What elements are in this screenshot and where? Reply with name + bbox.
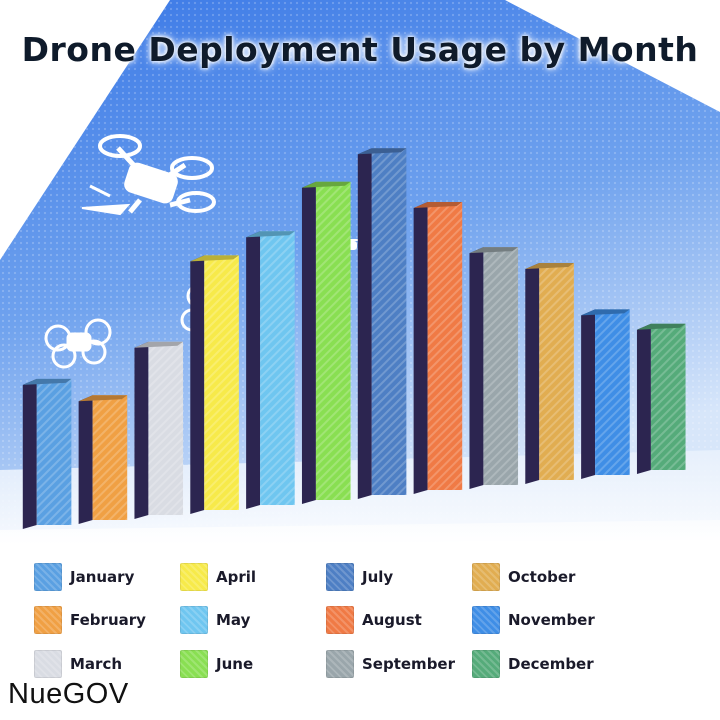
legend-swatch-april xyxy=(180,563,208,591)
legend-item-october: October xyxy=(472,556,618,598)
bar-side-july xyxy=(357,148,372,499)
bar-top-may xyxy=(246,231,295,238)
bar-top-march xyxy=(134,341,184,348)
bar-side-june xyxy=(301,181,316,505)
bar-texture-april xyxy=(204,255,239,510)
legend-swatch-march xyxy=(34,650,62,678)
legend-label-september: September xyxy=(362,655,455,673)
bar-top-april xyxy=(190,255,239,262)
legend-swatch-october xyxy=(472,563,500,591)
legend-label-february: February xyxy=(70,611,146,629)
legend-label-january: January xyxy=(70,568,135,586)
legend-item-may: May xyxy=(180,598,326,642)
legend-swatch-june xyxy=(180,650,208,678)
bar-side-april xyxy=(190,255,205,514)
legend-item-february: February xyxy=(34,598,180,642)
legend-item-april: April xyxy=(180,556,326,598)
bar-top-january xyxy=(22,378,72,385)
bar-side-november xyxy=(581,309,596,479)
legend-swatch-february xyxy=(34,606,62,634)
legend-label-may: May xyxy=(216,611,251,629)
bar-texture-february xyxy=(92,395,128,520)
legend-label-december: December xyxy=(508,655,594,673)
bar-side-march xyxy=(134,341,149,519)
bar-top-november xyxy=(581,309,630,316)
bar-side-october xyxy=(525,263,540,484)
bar-side-february xyxy=(78,395,93,524)
bar-texture-december xyxy=(650,323,686,470)
legend-item-december: December xyxy=(472,642,618,686)
legend-swatch-december xyxy=(472,650,500,678)
legend-label-march: March xyxy=(70,655,123,673)
drone-icon-left xyxy=(44,318,112,369)
bar-top-december xyxy=(636,323,686,330)
legend-item-july: July xyxy=(326,556,472,598)
bar-side-january xyxy=(22,378,37,529)
bar-texture-march xyxy=(148,341,184,515)
legend-label-october: October xyxy=(508,568,576,586)
bar-texture-june xyxy=(315,181,351,501)
bar-side-august xyxy=(413,202,428,494)
legend-swatch-july xyxy=(326,563,354,591)
chart-title: Drone Deployment Usage by Month xyxy=(21,30,699,69)
bar-side-september xyxy=(469,247,484,489)
legend-swatch-january xyxy=(34,563,62,591)
bar-texture-may xyxy=(260,231,295,505)
legend-item-september: September xyxy=(326,642,472,686)
legend-item-august: August xyxy=(326,598,472,642)
legend-swatch-may xyxy=(180,606,208,634)
bar-side-may xyxy=(246,231,261,509)
legend-label-july: July xyxy=(362,568,394,586)
bar-top-february xyxy=(78,395,128,402)
legend-item-march: March xyxy=(34,642,180,686)
legend-label-june: June xyxy=(216,655,254,673)
bar-top-august xyxy=(413,202,463,208)
drone-icon-large xyxy=(81,134,216,216)
bar-side-december xyxy=(636,323,651,474)
chart-legend: January February March April May June July Augu… xyxy=(34,556,694,686)
legend-swatch-november xyxy=(472,606,500,634)
bar-top-june xyxy=(301,181,351,188)
legend-label-april: April xyxy=(216,568,257,586)
legend-item-june: June xyxy=(180,642,326,686)
bar-texture-september xyxy=(483,247,519,485)
brand-logo: NueGOV xyxy=(8,678,129,710)
bar-top-september xyxy=(469,247,519,254)
legend-item-january: January xyxy=(34,556,180,598)
bar-texture-july xyxy=(371,148,407,495)
bars-group xyxy=(22,148,686,529)
legend-swatch-august xyxy=(326,606,354,634)
bar-texture-october xyxy=(539,263,574,480)
legend-label-november: November xyxy=(508,611,595,629)
bar-top-october xyxy=(525,263,574,269)
bar-texture-january xyxy=(36,378,72,525)
legend-label-august: August xyxy=(362,611,422,629)
legend-swatch-september xyxy=(326,650,354,678)
bar-top-july xyxy=(357,148,407,155)
legend-item-november: November xyxy=(472,598,618,642)
bar-texture-november xyxy=(595,309,630,475)
bar-texture-august xyxy=(427,202,463,490)
